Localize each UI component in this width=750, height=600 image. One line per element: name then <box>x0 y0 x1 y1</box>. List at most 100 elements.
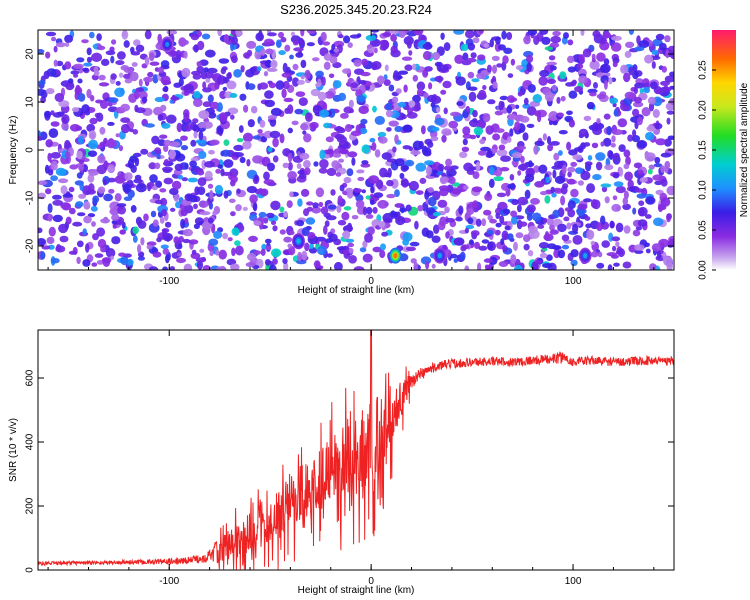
heatmap-cell <box>625 156 631 166</box>
heatmap-cell <box>120 103 131 112</box>
heatmap-cell <box>275 39 282 48</box>
heatmap-cell <box>154 147 162 155</box>
heatmap-cell <box>526 62 532 72</box>
heatmap-cell <box>484 193 493 201</box>
heatmap-cell <box>338 34 344 39</box>
heatmap-cell <box>370 30 380 33</box>
heatmap-cell <box>278 31 284 39</box>
heatmap-cell <box>477 150 487 156</box>
heatmap-cell <box>298 173 307 180</box>
heatmap-cell <box>530 198 540 205</box>
heatmap-cell <box>546 61 557 66</box>
heatmap-cell <box>75 84 81 94</box>
heatmap-cell <box>634 188 645 193</box>
heatmap-cell <box>357 176 365 182</box>
heatmap-cell <box>380 39 390 50</box>
heatmap-cell <box>570 188 579 198</box>
heatmap-cell <box>552 121 558 126</box>
heatmap-cell <box>496 63 503 68</box>
heatmap-cell <box>144 123 155 128</box>
heatmap-cell <box>603 58 610 66</box>
heatmap-cell <box>350 82 359 89</box>
heatmap-cell <box>82 164 88 173</box>
heatmap-cell <box>527 30 538 36</box>
heatmap-cell <box>52 214 63 223</box>
heatmap-cell <box>506 32 513 40</box>
heatmap-cell <box>269 130 281 139</box>
heatmap-cell <box>460 43 469 52</box>
heatmap-cell <box>534 259 543 264</box>
heatmap-cell <box>324 91 335 99</box>
heatmap-cell <box>592 199 601 210</box>
heatmap-cell <box>182 238 191 244</box>
heatmap-cell <box>209 101 220 110</box>
heatmap-cell <box>567 55 575 64</box>
heatmap-cell <box>163 139 171 147</box>
heatmap-cell <box>597 251 603 258</box>
heatmap-cell <box>476 72 487 80</box>
heatmap-cell <box>500 238 505 246</box>
heatmap-cell <box>40 251 46 260</box>
heatmap-cell <box>549 229 559 235</box>
heatmap-cell <box>38 79 46 86</box>
heatmap-cell <box>306 42 315 47</box>
heatmap-cell <box>60 185 68 195</box>
heatmap-cell <box>632 70 639 80</box>
heatmap-cell <box>64 139 71 149</box>
heatmap-cell <box>428 196 437 207</box>
heatmap-cell <box>583 142 591 147</box>
heatmap-cell <box>554 175 566 184</box>
heatmap-cell <box>495 212 501 219</box>
heatmap-cell <box>194 217 204 225</box>
heatmap-cell <box>507 73 514 78</box>
heatmap-cell <box>637 219 648 227</box>
heatmap-cell <box>130 51 141 56</box>
heatmap-cell <box>541 36 551 45</box>
heatmap-cell <box>647 168 653 175</box>
heatmap-cell <box>284 44 291 52</box>
heatmap-cell <box>634 96 642 104</box>
heatmap-cell <box>282 80 290 90</box>
heatmap-cell <box>336 246 347 251</box>
heatmap-cell <box>506 105 513 114</box>
heatmap-cell <box>133 39 141 47</box>
heatmap-cell <box>434 75 444 83</box>
heatmap-cell <box>394 189 400 198</box>
heatmap-cell <box>111 214 120 221</box>
heatmap-cell <box>658 238 670 248</box>
heatmap-cell <box>634 46 645 52</box>
heatmap-cell <box>623 149 631 158</box>
heatmap-cell <box>596 118 601 124</box>
heatmap-cell <box>236 138 244 143</box>
heatmap-cell <box>567 171 572 178</box>
heatmap-cell <box>152 251 162 258</box>
heatmap-cell <box>105 248 116 258</box>
heatmap-cell <box>207 112 217 119</box>
heatmap-cell <box>218 112 228 123</box>
heatmap-cell <box>464 227 469 234</box>
heatmap-cell <box>69 124 81 132</box>
heatmap-cell <box>528 225 538 234</box>
heatmap-cell <box>593 82 598 89</box>
heatmap-cell <box>347 42 353 48</box>
heatmap-cell <box>279 206 285 213</box>
heatmap-cell <box>570 259 578 266</box>
heatmap-cell <box>333 148 342 155</box>
heatmap-cell <box>293 47 304 52</box>
heatmap-cell <box>549 141 560 146</box>
heatmap-cell <box>249 67 257 73</box>
heatmap-cell <box>64 34 74 43</box>
heatmap-cell <box>651 243 662 252</box>
heatmap-cell <box>291 120 299 126</box>
heatmap-cell <box>115 133 120 138</box>
heatmap-cell <box>545 176 551 184</box>
heatmap-cell <box>239 93 247 102</box>
heatmap-cell <box>141 96 148 104</box>
heatmap-cell <box>132 226 139 235</box>
x-tick-label: 0 <box>368 276 374 287</box>
heatmap-cell <box>491 55 500 62</box>
heatmap-cell <box>390 45 398 54</box>
heatmap-cell <box>162 266 168 270</box>
heatmap-cell <box>415 190 424 196</box>
heatmap-cell <box>196 260 204 270</box>
